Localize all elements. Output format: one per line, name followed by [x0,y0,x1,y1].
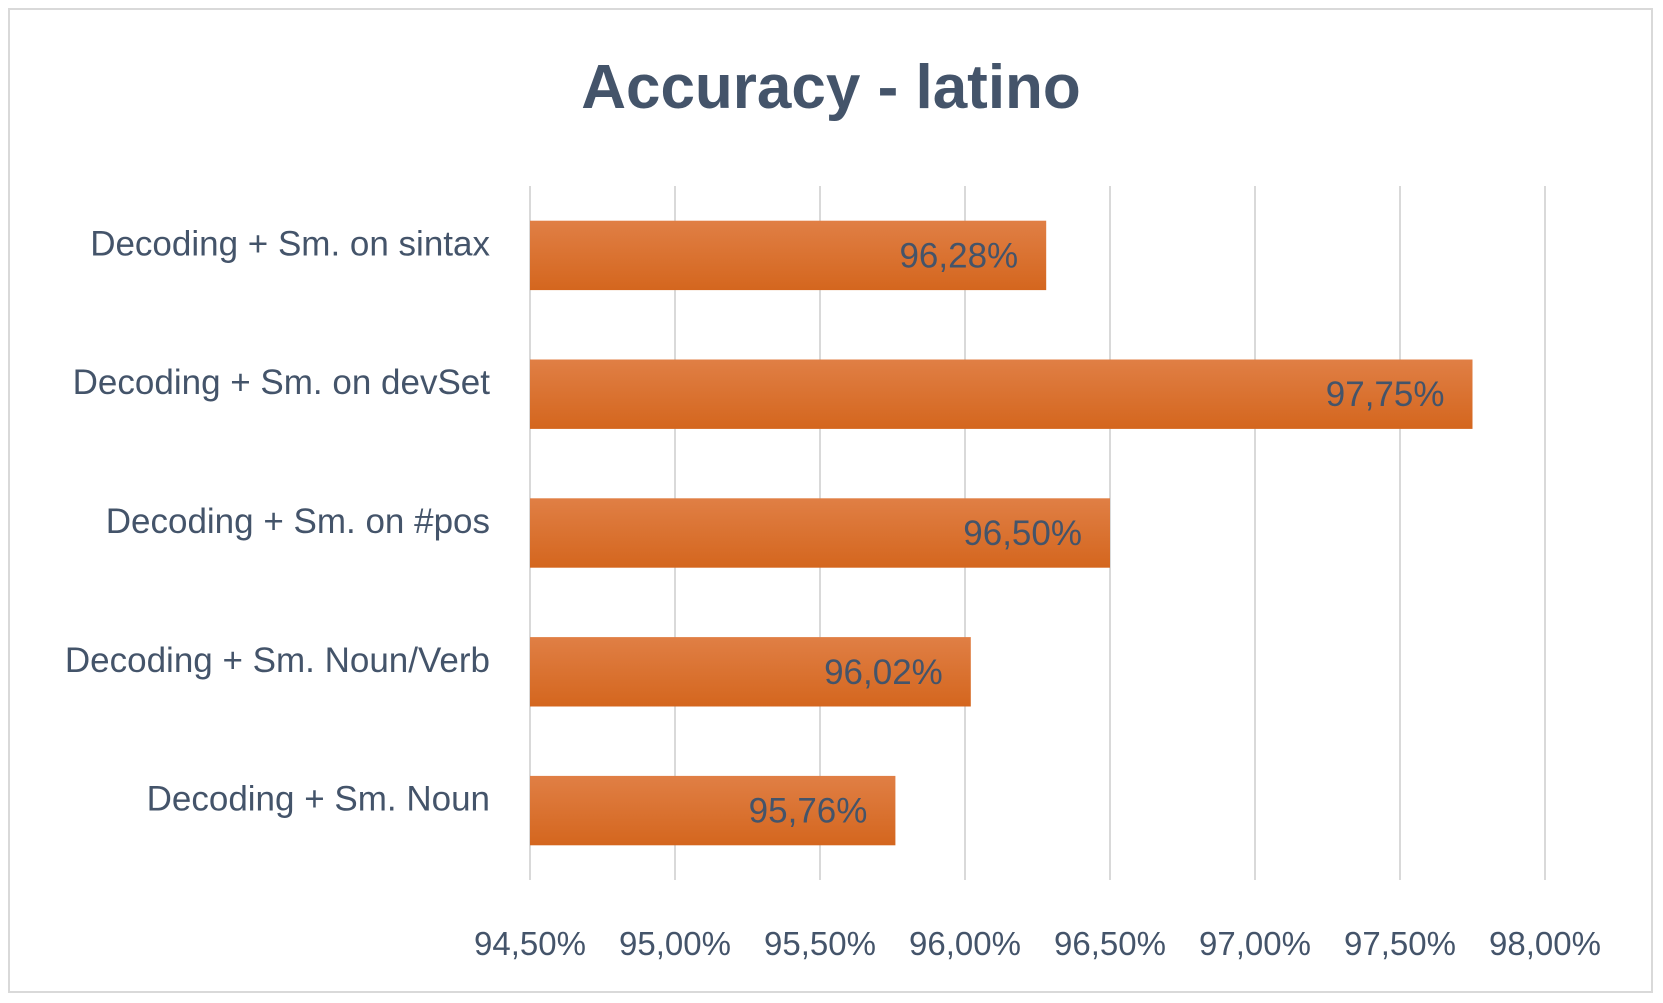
x-axis-tick-labels: 94,50% 95,00% 95,50% 96,00% 96,50% 97,00% 97,5… [474,925,1601,962]
category-label-2: Decoding + Sm. on #pos [106,502,490,541]
bar-2 [530,498,1110,568]
x-tick-label-1: 95,00% [619,925,731,962]
bar-4 [530,775,896,846]
bar-3 [530,637,971,707]
x-tick-label-2: 95,50% [764,925,876,962]
x-tick-label-3: 96,00% [909,925,1021,962]
x-tick-label-7: 98,00% [1489,925,1601,962]
data-label-1: 97,75% [1326,375,1445,414]
category-label-1: Decoding + Sm. on devSet [73,363,491,402]
x-tick-label-5: 97,00% [1199,925,1311,962]
x-tick-label-0: 94,50% [474,925,586,962]
bars: 96,28% 97,75% 96,50% 96,02% 95,76% [530,220,1473,846]
bar-0 [530,220,1047,291]
category-label-4: Decoding + Sm. Noun [147,780,490,819]
category-label-3: Decoding + Sm. Noun/Verb [65,641,490,680]
category-label-0: Decoding + Sm. on sintax [90,224,490,263]
x-tick-label-6: 97,50% [1344,925,1456,962]
data-label-0: 96,28% [899,236,1018,275]
category-labels: Decoding + Sm. on sintax Decoding + Sm. o… [65,224,491,818]
data-label-3: 96,02% [824,653,943,692]
data-label-4: 95,76% [749,792,868,831]
data-label-2: 96,50% [963,514,1082,553]
x-tick-label-4: 96,50% [1054,925,1166,962]
chart-title: Accuracy - latino [581,53,1081,122]
bar-1 [530,359,1473,429]
